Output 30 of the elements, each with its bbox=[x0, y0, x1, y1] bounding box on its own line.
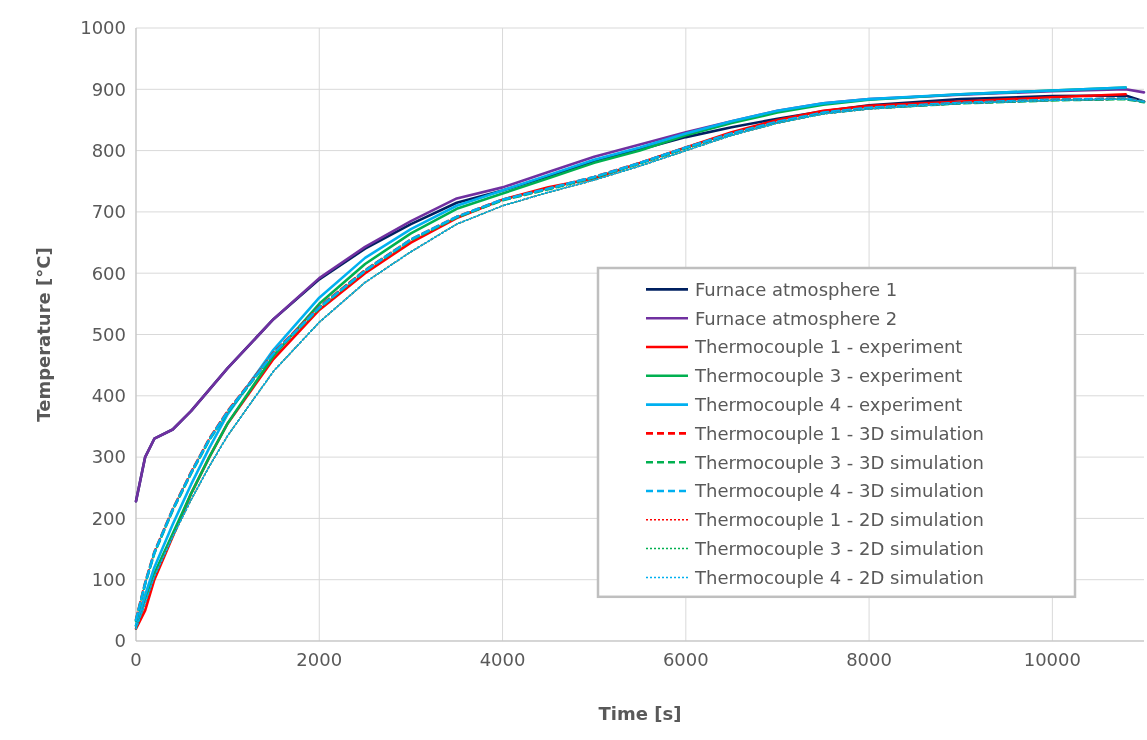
legend-label: Thermocouple 3 - 2D simulation bbox=[694, 537, 984, 559]
x-tick-label: 10000 bbox=[1023, 649, 1081, 670]
x-tick-label: 2000 bbox=[296, 649, 343, 670]
x-tick-label: 0 bbox=[130, 649, 142, 670]
legend-label: Thermocouple 1 - 3D simulation bbox=[694, 422, 984, 444]
legend-label: Thermocouple 4 - 3D simulation bbox=[694, 480, 984, 502]
legend-label: Thermocouple 4 - experiment bbox=[694, 393, 963, 415]
y-tick-label: 700 bbox=[91, 201, 126, 223]
y-tick-label: 300 bbox=[91, 446, 126, 468]
y-tick-label: 900 bbox=[91, 78, 126, 100]
legend-label: Thermocouple 3 - 3D simulation bbox=[694, 451, 984, 473]
y-axis-title: Temperature [°C] bbox=[33, 247, 54, 422]
y-tick-label: 800 bbox=[91, 139, 126, 161]
y-tick-label: 1000 bbox=[80, 17, 126, 39]
x-tick-label: 8000 bbox=[846, 649, 892, 670]
y-tick-label: 600 bbox=[91, 262, 126, 284]
legend-label: Furnace atmosphere 2 bbox=[695, 307, 898, 329]
legend-label: Furnace atmosphere 1 bbox=[695, 278, 898, 300]
y-tick-label: 400 bbox=[91, 385, 126, 407]
x-tick-label: 4000 bbox=[479, 649, 526, 670]
y-tick-label: 100 bbox=[91, 569, 126, 590]
y-tick-label: 0 bbox=[114, 630, 126, 652]
x-tick-label: 6000 bbox=[662, 649, 709, 670]
legend-label: Thermocouple 4 - 2D simulation bbox=[694, 566, 984, 588]
legend-label: Thermocouple 1 - 2D simulation bbox=[694, 509, 984, 531]
y-tick-label: 200 bbox=[91, 507, 126, 529]
legend-label: Thermocouple 1 - experiment bbox=[694, 336, 963, 358]
y-tick-label: 500 bbox=[91, 323, 126, 345]
x-axis-title: Time [s] bbox=[598, 703, 682, 724]
legend-label: Thermocouple 3 - experiment bbox=[694, 365, 963, 387]
